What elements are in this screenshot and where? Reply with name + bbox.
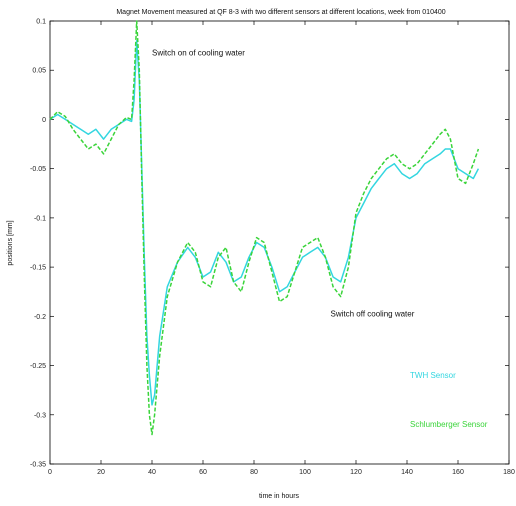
chart-title: Magnet Movement measured at QF 8-3 with … bbox=[116, 9, 445, 16]
y-axis: 0.1 0.05 0 -0.05 -0.1 -0.15 -0.2 -0.25 -0.3 -0.35 bbox=[30, 19, 509, 469]
y-tick-label: -0.1 bbox=[34, 215, 46, 222]
x-axis-label: time in hours bbox=[259, 493, 300, 500]
y-tick-label: -0.05 bbox=[30, 166, 46, 173]
annotation-text: Switch on of cooling water bbox=[152, 48, 245, 57]
y-tick-label: 0.05 bbox=[32, 68, 46, 75]
y-tick-label: -0.15 bbox=[30, 265, 46, 272]
y-tick-label: 0 bbox=[42, 117, 46, 124]
y-tick-label: 0.1 bbox=[36, 19, 46, 26]
y-tick-label: -0.2 bbox=[34, 314, 46, 321]
annotation-text: Switch off cooling water bbox=[331, 309, 415, 318]
legend-entry: Schlumberger Sensor bbox=[410, 420, 488, 429]
y-tick-label: -0.25 bbox=[30, 363, 46, 370]
legend-entry: TWH Sensor bbox=[410, 371, 456, 380]
x-tick-label: 180 bbox=[503, 469, 515, 476]
x-tick-label: 20 bbox=[97, 469, 105, 476]
series-line-twh-sensor bbox=[50, 41, 478, 405]
x-tick-label: 140 bbox=[401, 469, 413, 476]
x-tick-label: 60 bbox=[199, 469, 207, 476]
x-tick-label: 80 bbox=[250, 469, 258, 476]
y-tick-label: -0.3 bbox=[34, 412, 46, 419]
x-axis: 0 20 40 60 80 100 120 140 160 180 bbox=[48, 21, 515, 476]
x-tick-label: 160 bbox=[452, 469, 464, 476]
x-tick-label: 100 bbox=[299, 469, 311, 476]
legend: TWH Sensor Schlumberger Sensor bbox=[410, 371, 488, 429]
x-tick-label: 0 bbox=[48, 469, 52, 476]
y-axis-label: positions [mm] bbox=[7, 220, 14, 265]
y-tick-label: -0.35 bbox=[30, 462, 46, 469]
plot-area-frame bbox=[50, 21, 509, 464]
x-tick-label: 120 bbox=[350, 469, 362, 476]
x-tick-label: 40 bbox=[148, 469, 156, 476]
